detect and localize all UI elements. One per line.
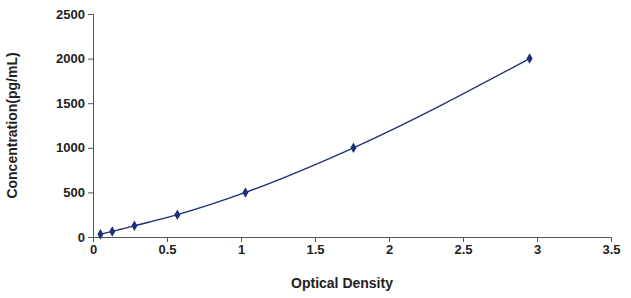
tick-label: 2500 xyxy=(56,7,85,22)
tick-label: 1 xyxy=(238,242,245,257)
tick-label: 1500 xyxy=(56,96,85,111)
tick-label: 0 xyxy=(78,230,85,245)
tick-label: 1.5 xyxy=(306,242,324,257)
tick-mark xyxy=(88,237,93,238)
tick-label: 0 xyxy=(90,242,97,257)
tick: 2500 xyxy=(56,7,93,22)
tick: 3 xyxy=(534,237,541,257)
tick-mark xyxy=(88,14,93,15)
tick-label: 3.5 xyxy=(602,242,620,257)
chart: 0 0.5 1 1.5 2 2.5 3 3.5 0 500 1000 1500 2000 2500 Opti… xyxy=(0,0,631,298)
tick-label: 2000 xyxy=(56,51,85,66)
curve xyxy=(100,59,529,235)
tick-label: 2 xyxy=(386,242,393,257)
tick-label: 500 xyxy=(63,185,85,200)
tick-label: 0.5 xyxy=(158,242,176,257)
marker xyxy=(109,226,115,237)
marker xyxy=(174,209,180,220)
tick-mark xyxy=(88,192,93,193)
y-axis-title: Concentration(pg/mL) xyxy=(4,52,20,198)
tick: 1000 xyxy=(56,140,93,155)
tick: 0.5 xyxy=(158,237,176,257)
tick: 2 xyxy=(386,237,393,257)
tick: 0 xyxy=(90,237,97,257)
tick: 0 xyxy=(78,230,93,245)
tick-mark xyxy=(88,103,93,104)
tick-label: 1000 xyxy=(56,140,85,155)
marker xyxy=(131,221,137,232)
marker xyxy=(242,187,248,198)
tick-mark xyxy=(88,59,93,60)
tick: 1.5 xyxy=(306,237,324,257)
plot: 0 0.5 1 1.5 2 2.5 3 3.5 0 500 1000 1500 2000 2500 xyxy=(56,7,620,258)
axis-line xyxy=(88,15,94,238)
marker xyxy=(97,229,103,240)
tick: 500 xyxy=(63,185,93,200)
tick-label: 2.5 xyxy=(454,242,472,257)
y-axis: 0 500 1000 1500 2000 2500 xyxy=(56,7,93,245)
marker xyxy=(350,143,356,154)
x-axis: 0 0.5 1 1.5 2 2.5 3 3.5 xyxy=(90,237,621,257)
tick-mark xyxy=(88,148,93,149)
x-axis-title: Optical Density xyxy=(291,275,393,291)
data-layer xyxy=(97,53,532,239)
tick: 1 xyxy=(238,237,245,257)
tick: 1500 xyxy=(56,96,93,111)
tick-label: 3 xyxy=(534,242,541,257)
tick: 2000 xyxy=(56,51,93,66)
tick: 2.5 xyxy=(454,237,472,257)
tick: 3.5 xyxy=(602,237,620,257)
marker xyxy=(527,53,533,64)
